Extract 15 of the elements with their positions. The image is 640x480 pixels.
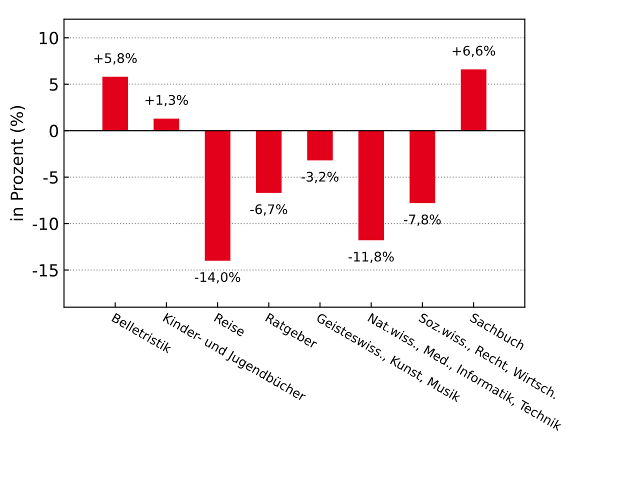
y-tick-label: -15 — [32, 264, 58, 277]
data-label: +1,3% — [146, 94, 188, 106]
y-tick-label: -5 — [43, 171, 58, 184]
y-tick-label: 5 — [50, 78, 58, 91]
data-label: -3,2% — [302, 172, 338, 184]
y-tick-label: -10 — [32, 218, 58, 230]
y-tick-label: 10 — [40, 32, 58, 44]
data-label: -14,0% — [194, 272, 240, 284]
data-label: -6,7% — [250, 204, 288, 216]
data-label: -7,8% — [404, 214, 441, 226]
y-axis-title: in Prozent (%) — [10, 106, 26, 220]
y-tick-label: 0 — [50, 124, 58, 138]
data-label: -11,8% — [348, 252, 394, 263]
data-label: +5,8% — [94, 53, 137, 64]
data-label: +6,6% — [452, 46, 496, 58]
